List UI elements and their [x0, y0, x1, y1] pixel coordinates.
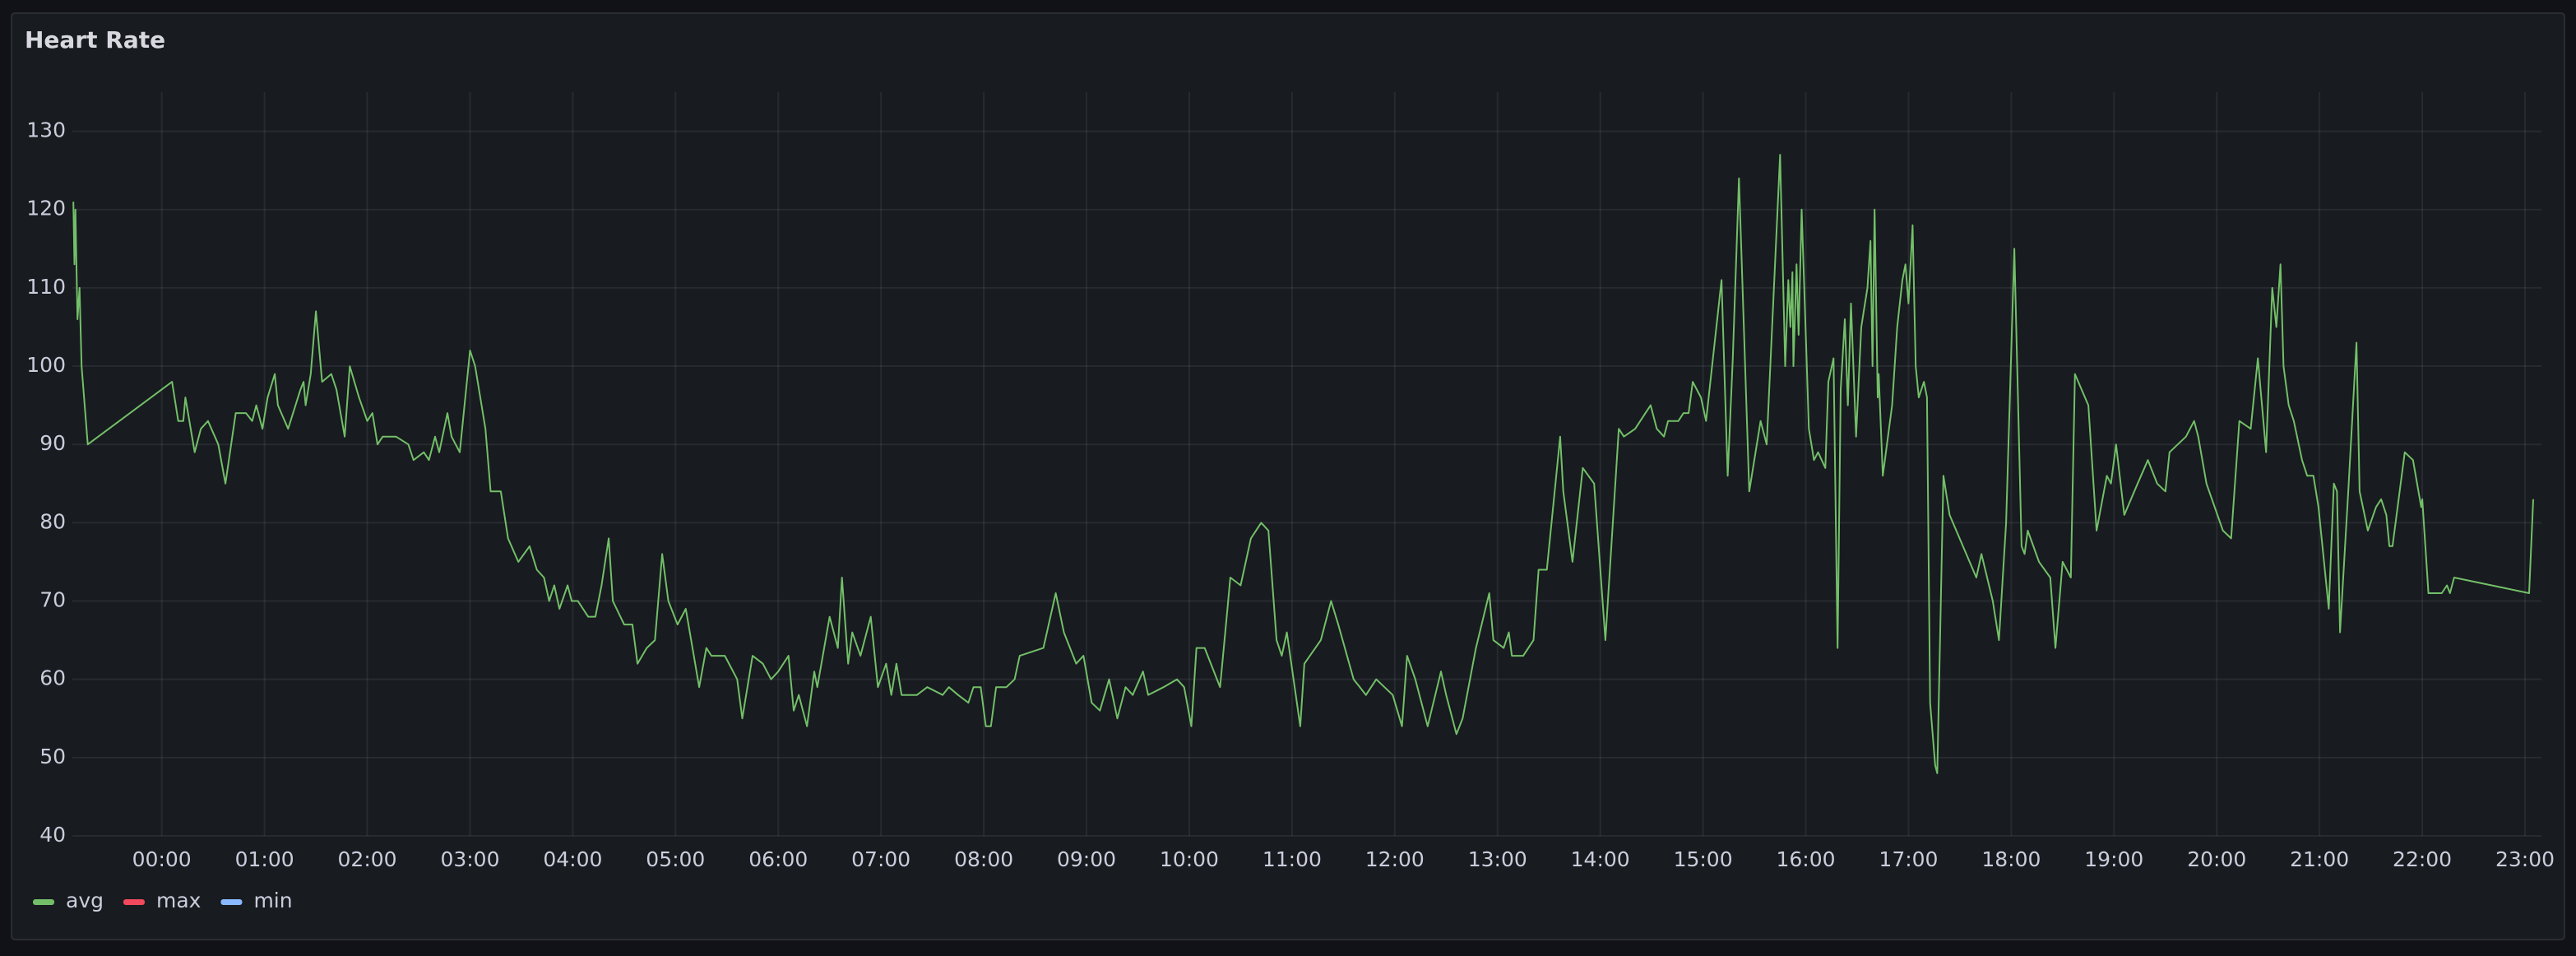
legend-swatch	[123, 899, 145, 905]
y-tick-label: 50	[39, 745, 66, 768]
x-tick-label: 02:00	[338, 847, 397, 871]
y-tick-label: 110	[26, 275, 66, 299]
chart-title: Heart Rate	[25, 26, 165, 53]
x-tick-label: 20:00	[2187, 847, 2246, 871]
x-tick-label: 16:00	[1776, 847, 1835, 871]
x-tick-label: 22:00	[2393, 847, 2452, 871]
x-tick-label: 23:00	[2495, 847, 2555, 871]
y-tick-label: 60	[39, 666, 66, 690]
legend-label: max	[156, 889, 201, 912]
x-tick-label: 17:00	[1879, 847, 1938, 871]
legend-swatch	[33, 899, 54, 905]
x-tick-label: 13:00	[1468, 847, 1527, 871]
x-tick-label: 01:00	[235, 847, 294, 871]
y-tick-label: 100	[26, 353, 66, 377]
x-tick-label: 07:00	[851, 847, 910, 871]
x-tick-label: 04:00	[543, 847, 602, 871]
y-tick-label: 80	[39, 509, 66, 533]
y-tick-label: 40	[39, 823, 66, 847]
legend-swatch	[220, 899, 243, 905]
series-line	[72, 154, 2534, 774]
y-tick-label: 120	[26, 197, 66, 220]
y-tick-label: 130	[26, 118, 66, 142]
x-tick-label: 05:00	[646, 847, 705, 871]
x-tick-label: 14:00	[1571, 847, 1630, 871]
legend-label: min	[253, 889, 292, 912]
legend-label: avg	[66, 889, 104, 912]
x-tick-label: 11:00	[1263, 847, 1322, 871]
x-tick-label: 21:00	[2290, 847, 2349, 871]
x-tick-label: 19:00	[2084, 847, 2143, 871]
panel	[11, 12, 2565, 940]
x-tick-label: 18:00	[1981, 847, 2041, 871]
y-tick-label: 90	[39, 431, 66, 455]
x-tick-label: 12:00	[1365, 847, 1425, 871]
x-tick-label: 08:00	[954, 847, 1013, 871]
x-tick-label: 03:00	[440, 847, 499, 871]
x-tick-label: 10:00	[1160, 847, 1219, 871]
x-tick-label: 00:00	[132, 847, 192, 871]
x-tick-label: 09:00	[1057, 847, 1116, 871]
x-tick-label: 06:00	[748, 847, 808, 871]
x-tick-label: 15:00	[1674, 847, 1733, 871]
y-tick-label: 70	[39, 588, 66, 612]
